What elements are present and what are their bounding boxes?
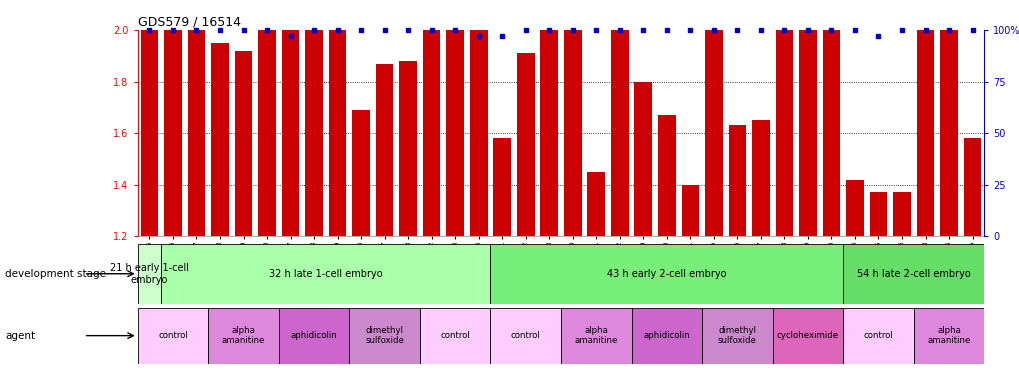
Bar (208, 308, 278, 364)
Bar (634, 82, 651, 236)
Bar (846, 180, 863, 236)
Bar (843, 308, 913, 364)
Bar (587, 172, 604, 236)
Bar (398, 61, 417, 236)
Bar (772, 308, 843, 364)
Bar (774, 30, 793, 236)
Text: dimethyl
sulfoxide: dimethyl sulfoxide (717, 326, 756, 345)
Text: 21 h early 1-cell
embryo: 21 h early 1-cell embryo (110, 263, 189, 285)
Bar (843, 244, 983, 304)
Text: agent: agent (5, 331, 36, 340)
Bar (657, 115, 675, 236)
Bar (348, 308, 420, 364)
Text: GDS579 / 16514: GDS579 / 16514 (138, 16, 240, 29)
Bar (821, 30, 840, 236)
Text: 43 h early 2-cell embryo: 43 h early 2-cell embryo (606, 269, 726, 279)
Text: development stage: development stage (5, 269, 106, 279)
Text: alpha
amanitine: alpha amanitine (221, 326, 265, 345)
Bar (281, 30, 300, 236)
Bar (211, 43, 228, 236)
Bar (893, 192, 910, 236)
Text: dimethyl
sulfoxide: dimethyl sulfoxide (365, 326, 404, 345)
Text: 54 h late 2-cell embryo: 54 h late 2-cell embryo (856, 269, 970, 279)
Bar (328, 30, 346, 236)
Bar (375, 63, 393, 236)
Bar (701, 308, 772, 364)
Bar (798, 30, 816, 236)
Bar (470, 30, 487, 236)
Bar (728, 125, 746, 236)
Bar (517, 53, 534, 236)
Text: aphidicolin: aphidicolin (643, 331, 690, 340)
Bar (187, 30, 205, 236)
Bar (234, 51, 252, 236)
Bar (423, 30, 440, 236)
Bar (913, 308, 983, 364)
Text: control: control (158, 331, 187, 340)
Bar (161, 244, 490, 304)
Bar (631, 308, 701, 364)
Bar (258, 30, 275, 236)
Text: cycloheximide: cycloheximide (776, 331, 839, 340)
Bar (490, 244, 843, 304)
Bar (560, 308, 631, 364)
Text: control: control (440, 331, 470, 340)
Bar (420, 308, 490, 364)
Bar (940, 30, 957, 236)
Text: alpha
amanitine: alpha amanitine (926, 326, 970, 345)
Bar (869, 192, 887, 236)
Bar (305, 30, 323, 236)
Text: 32 h late 1-cell embryo: 32 h late 1-cell embryo (269, 269, 382, 279)
Bar (352, 110, 370, 236)
Bar (446, 30, 464, 236)
Bar (610, 30, 628, 236)
Bar (493, 138, 511, 236)
Text: control: control (511, 331, 540, 340)
Bar (564, 30, 581, 236)
Bar (540, 30, 557, 236)
Bar (164, 30, 181, 236)
Bar (490, 308, 560, 364)
Bar (704, 30, 722, 236)
Bar (138, 308, 208, 364)
Bar (141, 30, 158, 236)
Bar (751, 120, 769, 236)
Text: aphidicolin: aphidicolin (290, 331, 337, 340)
Text: alpha
amanitine: alpha amanitine (574, 326, 618, 345)
Bar (963, 138, 980, 236)
Bar (278, 308, 348, 364)
Bar (681, 185, 698, 236)
Bar (916, 30, 933, 236)
Bar (138, 244, 161, 304)
Text: control: control (863, 331, 893, 340)
